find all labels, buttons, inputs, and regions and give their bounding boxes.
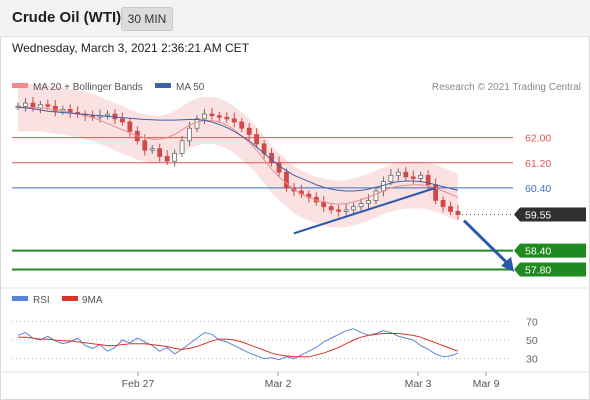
ma20-legend-swatch: [12, 83, 28, 88]
ma20-line: [17, 107, 459, 205]
candle-body: [224, 116, 230, 120]
candle-body: [425, 174, 431, 186]
rsi-ma-legend-label: 9MA: [82, 295, 103, 306]
candle-body: [239, 121, 245, 129]
rsi-tick-30: 30: [526, 354, 538, 366]
candle-body: [373, 190, 379, 201]
level-tag-58.40: [514, 243, 586, 258]
x-tick-mar-2: Mar 2: [265, 378, 292, 390]
candle-body: [403, 171, 409, 178]
candle-body: [381, 181, 386, 192]
copyright-label: Research © 2021 Trading Central: [432, 82, 581, 93]
candle-body: [395, 171, 401, 176]
candle-body: [172, 152, 178, 162]
candle-body: [351, 206, 356, 211]
candle-body: [209, 113, 215, 117]
rsi-legend-swatch: [12, 296, 28, 301]
candle-body: [455, 210, 461, 215]
candle-body: [45, 104, 51, 107]
candle-body: [105, 113, 110, 117]
candle-body: [388, 174, 394, 182]
level-label-60.40: 60.40: [525, 183, 551, 195]
rsi-legend-label: RSI: [33, 295, 50, 306]
candle-body: [358, 203, 364, 208]
ma20-legend-label: MA 20 + Bollinger Bands: [33, 82, 143, 93]
candle-body: [448, 206, 453, 212]
rsi-tick-70: 70: [526, 316, 538, 328]
x-tick-mar-9: Mar 9: [473, 378, 500, 390]
level-label-58.40: 58.40: [525, 246, 551, 258]
candle-body: [216, 115, 222, 118]
level-label-59.55: 59.55: [525, 210, 551, 222]
rsi-line: [17, 328, 459, 361]
candle-body: [246, 127, 252, 135]
candle-body: [149, 148, 155, 151]
candle-body: [366, 200, 371, 204]
candle-body: [52, 105, 58, 112]
rsi-tick-50: 50: [526, 335, 538, 347]
candle-body: [336, 209, 342, 212]
candle-body: [328, 206, 334, 211]
forecast-arrow-head: [501, 256, 514, 272]
candle-body: [410, 176, 416, 179]
candle-body: [127, 121, 133, 132]
candle-body: [142, 140, 148, 151]
level-label-62.00: 62.00: [525, 133, 551, 145]
candle-body: [343, 209, 349, 212]
candle-body: [120, 118, 125, 123]
level-label-61.20: 61.20: [525, 158, 551, 170]
x-tick-feb-27: Feb 27: [122, 378, 155, 390]
candle-body: [187, 127, 192, 142]
candle-body: [157, 148, 163, 157]
candle-body: [231, 118, 237, 123]
datetime-label: Wednesday, March 3, 2021 2:36:21 AM CET: [12, 41, 250, 55]
rsi-ma-legend-swatch: [62, 296, 78, 301]
candle-body: [202, 113, 207, 120]
level-tag-57.80: [514, 262, 586, 277]
candle-body: [23, 102, 28, 107]
x-tick-mar-3: Mar 3: [405, 378, 432, 390]
candle-body: [179, 140, 185, 154]
support-trendline: [293, 186, 436, 235]
candle-body: [194, 118, 200, 129]
rsi-ma-line: [18, 332, 459, 358]
timeframe-button[interactable]: 30 MIN: [121, 7, 173, 31]
ma50-legend-swatch: [155, 83, 171, 88]
bollinger-band: [18, 83, 458, 228]
header-bar: Crude Oil (WTI) 30 MIN: [0, 0, 590, 37]
level-label-57.80: 57.80: [525, 264, 551, 276]
candle-body: [254, 134, 260, 145]
candle-body: [284, 171, 289, 189]
instrument-title: Crude Oil (WTI): [12, 9, 122, 26]
candle-body: [418, 174, 424, 179]
ma50-legend-label: MA 50: [176, 82, 205, 93]
ma50-line: [17, 106, 459, 192]
candle-body: [440, 200, 446, 208]
candle-body: [164, 156, 170, 162]
level-tag-59.55: [514, 207, 586, 222]
forecast-arrow-shaft: [462, 219, 508, 263]
